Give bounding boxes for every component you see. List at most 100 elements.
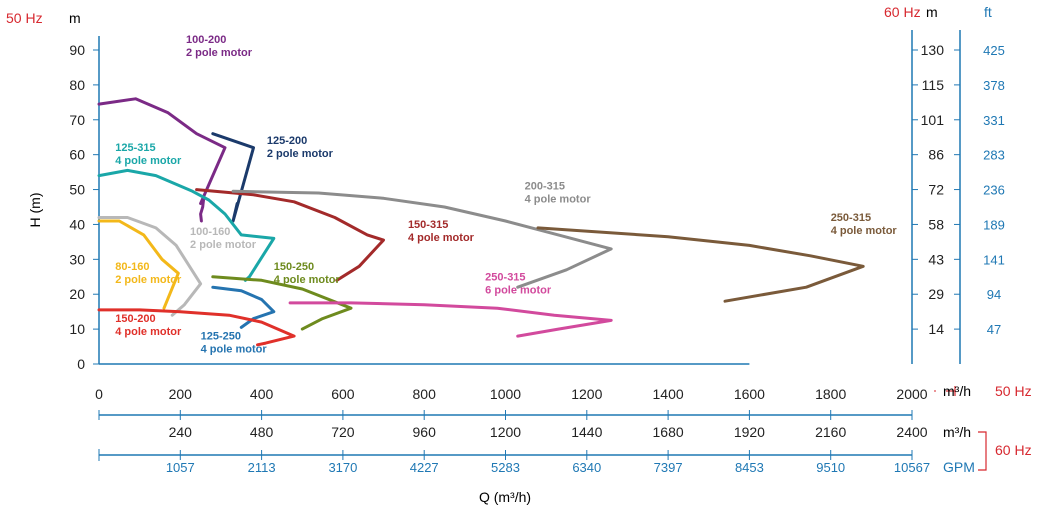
curve-label-150-250: 150-250	[274, 261, 314, 273]
x60-m3h-tick-label: 960	[413, 424, 437, 440]
x-unit-60-gpm: GPM	[943, 459, 975, 475]
curve-150-250-8	[211, 275, 353, 331]
curve-sublabel-200-315: 4 pole motor	[525, 194, 592, 206]
right-ft-unit: ft	[984, 4, 992, 20]
x60-m3h-tick-label: 1440	[571, 424, 602, 440]
y-tick-label: 50	[69, 182, 85, 198]
y-tick-label: 0	[77, 356, 85, 372]
right-ft-tick-label: 378	[983, 78, 1005, 93]
x-unit-60-m3h: m³/h	[943, 424, 971, 440]
y-tick-label: 90	[69, 42, 85, 58]
y-tick-label: 20	[69, 286, 85, 302]
right-ft-tick-label: 47	[987, 322, 1001, 337]
right-ft-tick-label: 189	[983, 217, 1005, 232]
left-hz-unit: 50 Hz	[6, 10, 43, 26]
curve-sublabel-100-200: 2 pole motor	[186, 47, 253, 59]
x60-m3h-tick-label: 240	[169, 424, 193, 440]
curve-sublabel-125-200: 2 pole motor	[267, 148, 334, 160]
x60-gpm-tick-label: 6340	[572, 460, 601, 475]
x60-gpm-tick-label: 2113	[248, 460, 276, 475]
right-hz-unit: 60 Hz	[884, 4, 921, 20]
right-m-tick-label: 58	[928, 216, 944, 232]
curves-layer	[97, 97, 865, 347]
right-m-tick-label: 86	[928, 147, 944, 163]
curve-200-315-4	[231, 189, 613, 289]
curve-label-80-160: 80-160	[115, 261, 149, 273]
curve-150-315-3	[195, 188, 385, 282]
curve-label-150-315: 150-315	[408, 219, 448, 231]
x-tick-label: 600	[331, 386, 355, 402]
x-tick-label: 0	[95, 386, 103, 402]
right-ft-tick-label: 283	[983, 148, 1005, 163]
curve-label-200-315: 200-315	[525, 181, 565, 193]
right-m-tick-label: 115	[922, 77, 945, 93]
curve-sublabel-100-160: 2 pole motor	[190, 239, 257, 251]
curve-label-100-160: 100-160	[190, 226, 230, 238]
curve-sublabel-150-250: 4 pole motor	[274, 274, 341, 286]
x60-gpm-tick-label: 1057	[166, 460, 195, 475]
x-tick-label: 1000	[490, 386, 521, 402]
x60-gpm-tick-label: 3170	[328, 460, 357, 475]
curve-80-160-7	[97, 219, 180, 310]
x-axis-label: Q (m³/h)	[479, 489, 531, 505]
right-ft-tick-label: 141	[983, 252, 1005, 267]
curve-sublabel-150-315: 4 pole motor	[408, 232, 475, 244]
x60-m3h-tick-label: 1680	[653, 424, 684, 440]
y-tick-label: 30	[69, 251, 85, 267]
x-tick-label: 2000	[896, 386, 927, 402]
curve-100-160-6	[97, 216, 203, 317]
x-tick-label: 400	[250, 386, 274, 402]
curve-100-200-0	[97, 97, 227, 223]
curve-sublabel-125-315: 4 pole motor	[115, 155, 182, 167]
curve-label-125-315: 125-315	[115, 142, 155, 154]
curve-sublabel-150-200: 4 pole motor	[115, 326, 182, 338]
curve-150-200-10	[97, 308, 296, 347]
y-axis-label: H (m)	[27, 193, 43, 228]
left-m-unit: m	[69, 10, 81, 26]
curve-label-250-315: 250-315	[831, 212, 871, 224]
right-m-tick-label: 130	[921, 42, 945, 58]
x-tick-label: 200	[169, 386, 193, 402]
x60-m3h-tick-label: 2400	[896, 424, 927, 440]
right-ft-tick-label: 236	[983, 183, 1005, 198]
right-m-tick-label: 101	[921, 112, 945, 128]
x-tick-label: 1800	[815, 386, 846, 402]
curve-sublabel-250-315: 4 pole motor	[831, 225, 898, 237]
curve-label-125-200: 125-200	[267, 135, 307, 147]
right-ft-tick-label: 425	[983, 43, 1005, 58]
curve-sublabel-125-250: 4 pole motor	[201, 344, 268, 356]
curve-125-250-9	[211, 285, 276, 329]
x60-gpm-tick-label: 5283	[491, 460, 520, 475]
x-hz-60: 60 Hz	[995, 442, 1032, 458]
x-tick-label: 1200	[571, 386, 602, 402]
x60-gpm-tick-label: 9510	[816, 460, 845, 475]
x60-gpm-tick-label: 10567	[894, 460, 930, 475]
y-tick-label: 80	[69, 77, 85, 93]
axes-layer: 0 10 20 30 40 50 60 70 80 90 130 115 101 86 72 58 43 29 14…	[69, 30, 1005, 475]
right-m-unit: m	[926, 4, 938, 20]
x60-m3h-tick-label: 720	[331, 424, 355, 440]
x60-gpm-tick-label: 7397	[654, 460, 683, 475]
y-tick-label: 70	[69, 112, 85, 128]
curve-label-100-200: 100-200	[186, 34, 226, 46]
x60-gpm-tick-label: 8453	[735, 460, 764, 475]
x60-gpm-tick-label: 4227	[410, 460, 439, 475]
right-ft-tick-label: 94	[987, 287, 1001, 302]
y-tick-label: 60	[69, 147, 85, 163]
curve-label-250-315: 250-315	[485, 271, 525, 283]
right-m-tick-label: 43	[928, 251, 944, 267]
x-hz-50: 50 Hz	[995, 383, 1032, 399]
x-tick-label: 800	[413, 386, 437, 402]
x60-m3h-tick-label: 480	[250, 424, 274, 440]
hz60-bracket	[978, 431, 987, 471]
curve-sublabel-250-315: 6 pole motor	[485, 284, 552, 296]
right-m-tick-label: 72	[928, 182, 944, 198]
x-tick-label: 1400	[653, 386, 684, 402]
curve-250-315-11	[288, 301, 613, 338]
curve-label-150-200: 150-200	[115, 313, 155, 325]
x60-m3h-tick-label: 2160	[815, 424, 846, 440]
curve-125-315-2	[97, 168, 276, 282]
curve-250-315-5	[536, 226, 865, 303]
